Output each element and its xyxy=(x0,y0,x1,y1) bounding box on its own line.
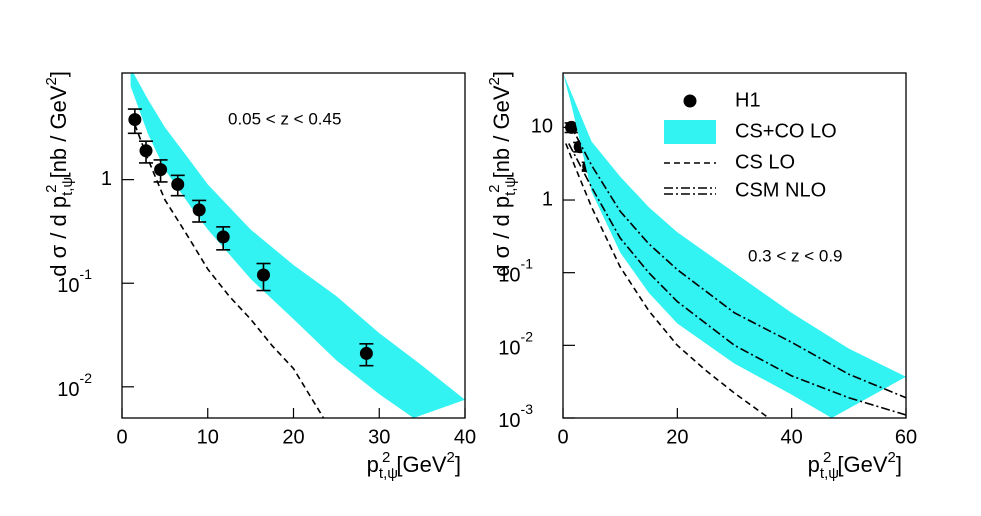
y-tick-label: 10-1 xyxy=(57,266,92,298)
tick-exponent: -2 xyxy=(521,328,534,344)
label-part: [nb / GeV xyxy=(489,85,514,184)
x-axis-label: pt,ψ2 [GeV2] xyxy=(808,449,902,482)
y-tick-label: 10-2 xyxy=(498,328,533,360)
label-part: t,ψ xyxy=(59,177,76,196)
x-tick-label: 60 xyxy=(895,426,917,448)
x-tick-label: 0 xyxy=(557,426,568,448)
curve xyxy=(568,121,906,399)
data-point xyxy=(139,144,153,158)
label-part: 2 xyxy=(43,77,60,85)
y-axis-label: d σ / d pt,ψ2 [nb / GeV2] xyxy=(43,71,76,277)
label-part: d σ / d p xyxy=(489,196,514,277)
y-tick-label: 1 xyxy=(542,188,553,210)
label-part: 2 xyxy=(382,449,390,466)
band xyxy=(130,73,465,418)
x-tick-label: 10 xyxy=(197,426,219,448)
tick-base: 10 xyxy=(57,379,79,401)
data-point xyxy=(256,268,270,282)
curve xyxy=(565,143,770,418)
legend-label: CS+CO LO xyxy=(735,120,837,142)
data-point xyxy=(359,346,373,360)
data-point xyxy=(216,230,230,244)
label-part: ] xyxy=(896,452,902,477)
x-axis-label: pt,ψ2 [GeV2] xyxy=(367,449,461,482)
tick-exponent: -1 xyxy=(80,266,93,282)
annotation: 0.05 < z < 0.45 xyxy=(228,109,341,128)
data-point xyxy=(171,177,185,191)
legend-label: CSM NLO xyxy=(735,179,826,201)
x-tick-label: 0 xyxy=(116,426,127,448)
label-part: 2 xyxy=(486,185,503,193)
label-part: d σ / d p xyxy=(46,196,71,277)
label-part: [GeV xyxy=(390,452,447,477)
legend-marker xyxy=(664,120,716,144)
annotation: 0.3 < z < 0.9 xyxy=(748,246,843,265)
label-part: t,ψ xyxy=(820,465,839,482)
label-part: t,ψ xyxy=(379,465,398,482)
tick-base: 10 xyxy=(498,410,520,432)
label-part: t,ψ xyxy=(502,177,519,196)
tick-exponent: -1 xyxy=(521,255,534,271)
label-part: 2 xyxy=(43,185,60,193)
x-tick-label: 30 xyxy=(368,426,390,448)
legend-label: CS LO xyxy=(735,151,795,173)
tick-exponent: -3 xyxy=(521,401,534,417)
curve xyxy=(568,143,906,416)
x-tick-label: 40 xyxy=(454,426,476,448)
label-part: 2 xyxy=(447,449,455,466)
label-part: ] xyxy=(455,452,461,477)
label-part: 2 xyxy=(823,449,831,466)
x-tick-label: 20 xyxy=(282,426,304,448)
tick-exponent: -2 xyxy=(80,370,93,386)
tick-base: 10 xyxy=(498,265,520,287)
tick-base: 10 xyxy=(57,276,79,298)
label-part: ] xyxy=(46,71,71,77)
label-part: ] xyxy=(489,71,514,77)
tick-base: 10 xyxy=(498,338,520,360)
y-tick-label: 1 xyxy=(101,168,112,190)
y-tick-label: 10-3 xyxy=(498,401,533,433)
label-part: [GeV xyxy=(831,452,888,477)
label-part: 2 xyxy=(888,449,896,466)
label-part: 2 xyxy=(486,77,503,85)
band xyxy=(563,73,906,418)
label-part: p xyxy=(367,452,379,477)
y-tick-label: 10 xyxy=(531,116,553,138)
legend-marker xyxy=(683,94,697,108)
legend-label: H1 xyxy=(735,89,761,111)
y-axis-label: d σ / d pt,ψ2 [nb / GeV2] xyxy=(486,71,519,277)
data-point xyxy=(154,163,168,177)
plot-area xyxy=(127,73,465,418)
x-tick-label: 20 xyxy=(666,426,688,448)
label-part: [nb / GeV xyxy=(46,85,71,184)
y-tick-label: 10-2 xyxy=(57,370,92,402)
data-point xyxy=(128,113,142,127)
data-point xyxy=(192,203,206,217)
axes-frame xyxy=(562,72,907,419)
y-tick-label: 10-1 xyxy=(498,255,533,287)
label-part: p xyxy=(808,452,820,477)
plot-area xyxy=(563,73,906,418)
x-tick-label: 40 xyxy=(781,426,803,448)
